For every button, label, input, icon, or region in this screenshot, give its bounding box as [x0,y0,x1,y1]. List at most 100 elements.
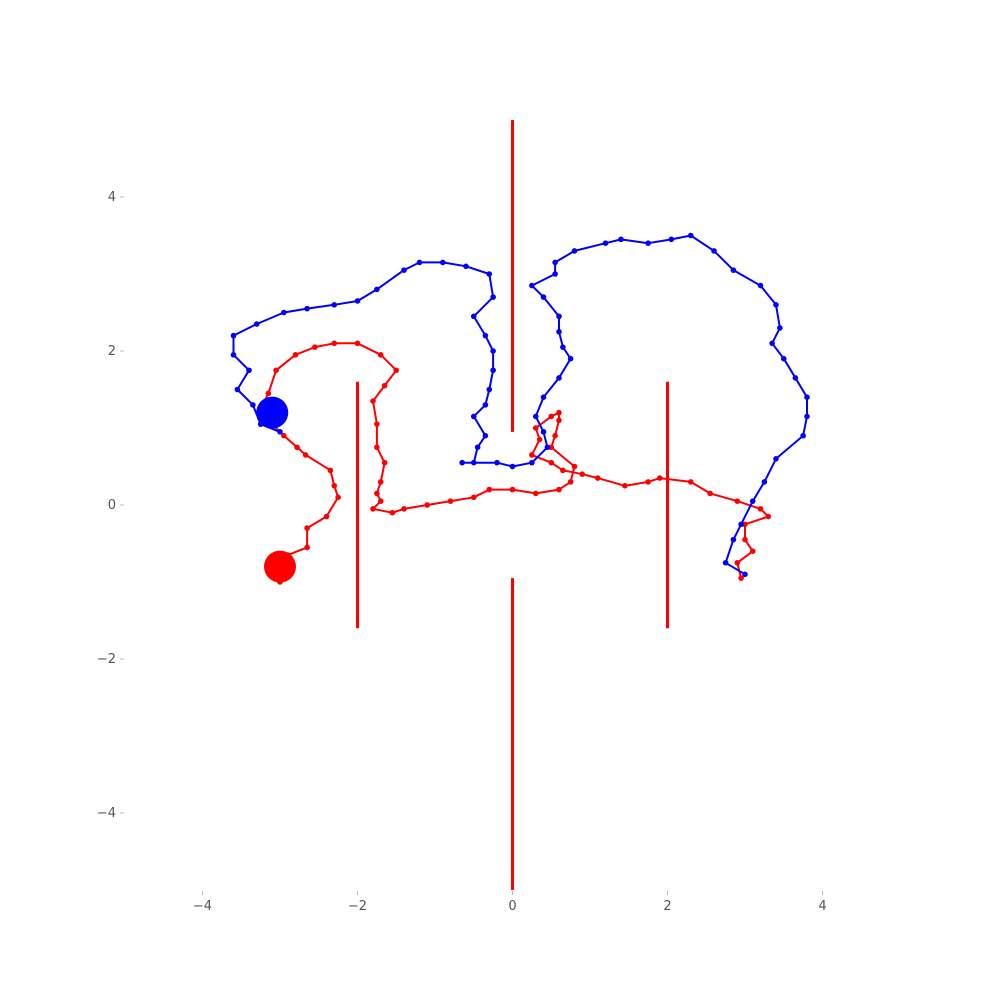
trajectory-point [540,294,547,300]
trajectory-point [556,417,562,424]
trajectory-point [304,525,310,531]
trajectory-point [773,302,779,308]
trajectory-point [540,394,547,401]
trajectory-point [292,352,299,358]
trajectory-point [331,482,338,489]
trajectory-point [470,413,477,420]
trajectory-point [571,248,578,254]
trajectory-point [463,263,469,270]
trajectory-point [393,367,400,374]
x-tick-label: 2 [663,899,671,914]
trajectory-point [687,479,694,485]
trajectory-point [656,475,663,481]
trajectory-point [374,444,380,451]
trajectory-point [687,232,694,239]
trajectory-point [253,321,260,327]
trajectory-point [304,544,310,551]
trajectories [230,232,810,585]
trajectory-point [780,355,787,362]
trajectory-point [281,309,287,316]
trajectory-point [482,402,489,408]
trajectory-point [556,313,562,320]
trajectory-point [765,513,772,520]
trajectory-point [509,463,516,470]
trajectory-point [777,325,783,331]
trajectory-point [281,432,287,439]
trajectory-point [548,459,555,466]
trajectory-point [602,240,609,246]
end-markers [256,396,296,583]
x-tick-label: 0 [508,899,516,914]
axes: −4 −2 0 2 4 4 2 0 −2 −4 [97,190,827,914]
trajectory-point [250,402,256,408]
trajectory-point [509,486,516,493]
trajectory-point [470,459,477,466]
trajectory-point [447,498,454,504]
trajectory-point [556,375,562,381]
trajectory-point [556,409,562,416]
trajectory-point [230,352,237,358]
walls [356,120,669,890]
trajectory-point [757,506,764,512]
trajectory-point [470,313,477,320]
trajectory-point [804,394,810,401]
trajectory-point [532,490,539,497]
trajectory-point [474,444,481,451]
trajectory-point [749,548,756,554]
trajectory-point [389,509,396,516]
trajectory-point [401,506,407,512]
trajectory-point [560,344,566,350]
trajectory-point [377,479,384,485]
trajectory-point [490,367,496,374]
x-tick-label: 4 [818,899,826,914]
trajectory-point [370,506,376,512]
y-tick-label: 4 [108,190,116,205]
trajectory-point [548,413,555,420]
trajectory-point [374,421,380,427]
trajectory-point [556,328,562,335]
trajectory-point [416,259,423,266]
trajectory-point [482,332,489,339]
trajectory-point [536,436,543,443]
trajectory-point [734,498,741,504]
agent-marker [264,550,296,583]
trajectory-point [800,432,806,439]
trajectory-point [749,498,756,504]
trajectory-point [556,486,562,493]
trajectory-point [668,236,675,243]
agent-marker [256,396,289,429]
trajectory-point [265,390,272,397]
trajectory-point [738,575,744,581]
trajectory-point [579,471,586,478]
trajectory-point [567,355,574,362]
trajectory-point [773,456,779,462]
trajectory-point [711,248,717,254]
trajectory-point [312,344,318,350]
trajectory-point [335,494,341,501]
trajectory-point [532,413,539,420]
trajectory-point [424,502,431,508]
trajectory-point [761,479,768,485]
x-tick-label: −2 [348,899,367,914]
trajectory-point [401,267,407,273]
trajectory-point [439,259,446,266]
trajectory-point [722,559,729,566]
trajectory-point [377,352,384,358]
trajectory-point [486,271,493,277]
trajectory-point [730,536,737,543]
trajectory-point [294,444,300,451]
trajectory-point [552,271,558,277]
trajectory-point [529,459,535,466]
trajectory-point [246,367,252,374]
trajectory-point [381,459,388,466]
trajectory-point [370,398,376,404]
trajectory-point [470,494,477,501]
trajectory-line [259,342,770,583]
trajectory-point [273,367,279,374]
y-tick-label: −2 [97,652,116,667]
trajectory-point [544,444,551,451]
trajectory-point [459,459,465,466]
trajectory-point [277,429,283,435]
y-tick-label: 2 [108,344,116,359]
